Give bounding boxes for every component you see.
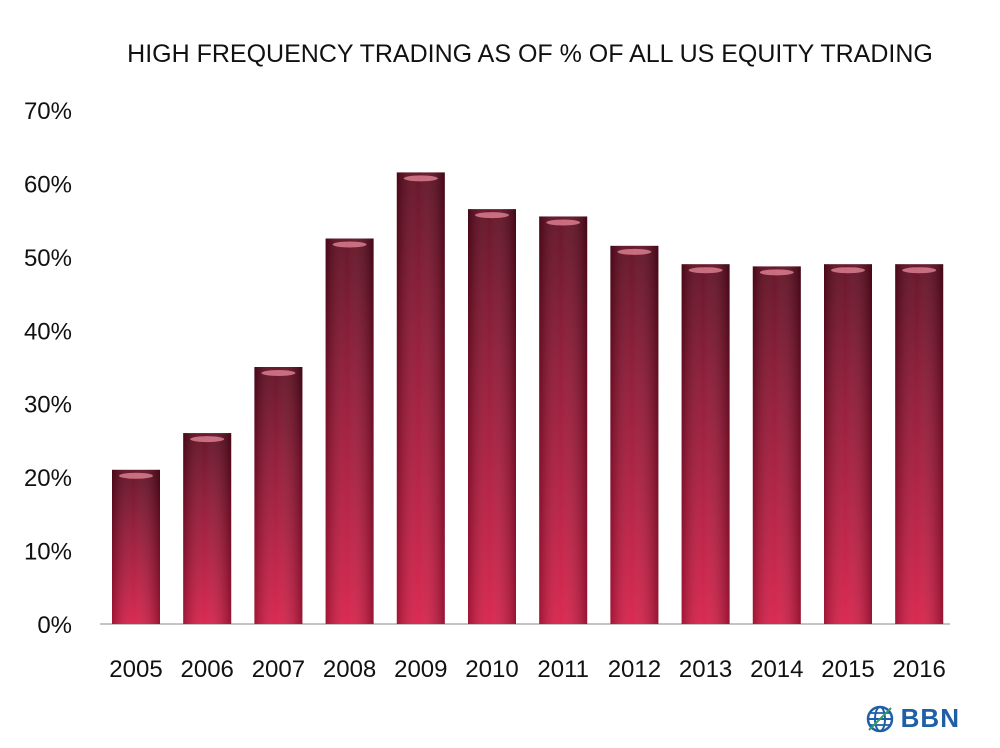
bar (254, 367, 303, 624)
y-tick-label: 30% (24, 392, 72, 419)
x-tick-label: 2015 (821, 656, 874, 683)
bar-shade (254, 367, 303, 624)
bar-shade (895, 264, 944, 624)
bar-highlight (688, 267, 723, 274)
bar-highlight (190, 436, 225, 443)
bar-highlight (831, 267, 865, 274)
logo-text: BBN (900, 703, 960, 733)
bar-shade (610, 245, 659, 625)
bar-shade (325, 238, 374, 624)
x-tick-label: 2013 (679, 656, 732, 683)
y-tick-label: 0% (37, 612, 72, 639)
bar-shade (396, 172, 445, 624)
bar-shade (681, 264, 730, 624)
bar (112, 469, 160, 624)
y-axis: 0% 10% 20% 30% 40% 50% 60% 70% (24, 98, 72, 639)
bar-shade (468, 209, 516, 624)
y-tick-label: 70% (24, 98, 72, 125)
x-axis: 2005 2006 2007 2008 2009 2010 2011 2012 2013 2014… (109, 656, 946, 683)
bar-shade (183, 433, 232, 624)
bar (396, 172, 445, 624)
bars (112, 172, 944, 625)
y-tick-label: 50% (24, 245, 72, 272)
x-tick-label: 2008 (323, 656, 376, 683)
bar-shade (539, 216, 588, 624)
bar (895, 264, 944, 624)
bar (468, 209, 516, 624)
bar-shade (752, 266, 801, 624)
bar-shade (824, 264, 872, 624)
bar-highlight (617, 248, 652, 255)
bar (824, 264, 872, 624)
bar-highlight (119, 472, 153, 479)
y-tick-label: 20% (24, 465, 72, 492)
x-tick-label: 2010 (465, 656, 518, 683)
x-tick-label: 2014 (750, 656, 803, 683)
bar-highlight (475, 212, 509, 219)
x-tick-label: 2009 (394, 656, 447, 683)
bar-highlight (403, 175, 438, 182)
x-tick-label: 2012 (608, 656, 661, 683)
bar-highlight (332, 241, 367, 248)
bar-highlight (902, 267, 937, 274)
bbn-logo: BBN (865, 703, 960, 734)
y-tick-label: 40% (24, 318, 72, 345)
bar-shade (112, 469, 160, 624)
bar (539, 216, 588, 624)
bar (681, 264, 730, 624)
bar (752, 266, 801, 624)
bar (610, 245, 659, 625)
x-tick-label: 2006 (181, 656, 234, 683)
chart-title: HIGH FREQUENCY TRADING AS OF % OF ALL US… (127, 40, 933, 68)
globe-icon (866, 705, 893, 732)
x-tick-label: 2007 (252, 656, 305, 683)
bar-highlight (546, 219, 581, 226)
bar (325, 238, 374, 624)
x-tick-label: 2005 (109, 656, 162, 683)
bar-highlight (261, 370, 296, 376)
bar (183, 433, 232, 624)
x-tick-label: 2016 (893, 656, 946, 683)
y-tick-label: 60% (24, 171, 72, 198)
y-tick-label: 10% (24, 539, 72, 566)
x-tick-label: 2011 (537, 656, 589, 683)
bar-highlight (759, 269, 794, 276)
